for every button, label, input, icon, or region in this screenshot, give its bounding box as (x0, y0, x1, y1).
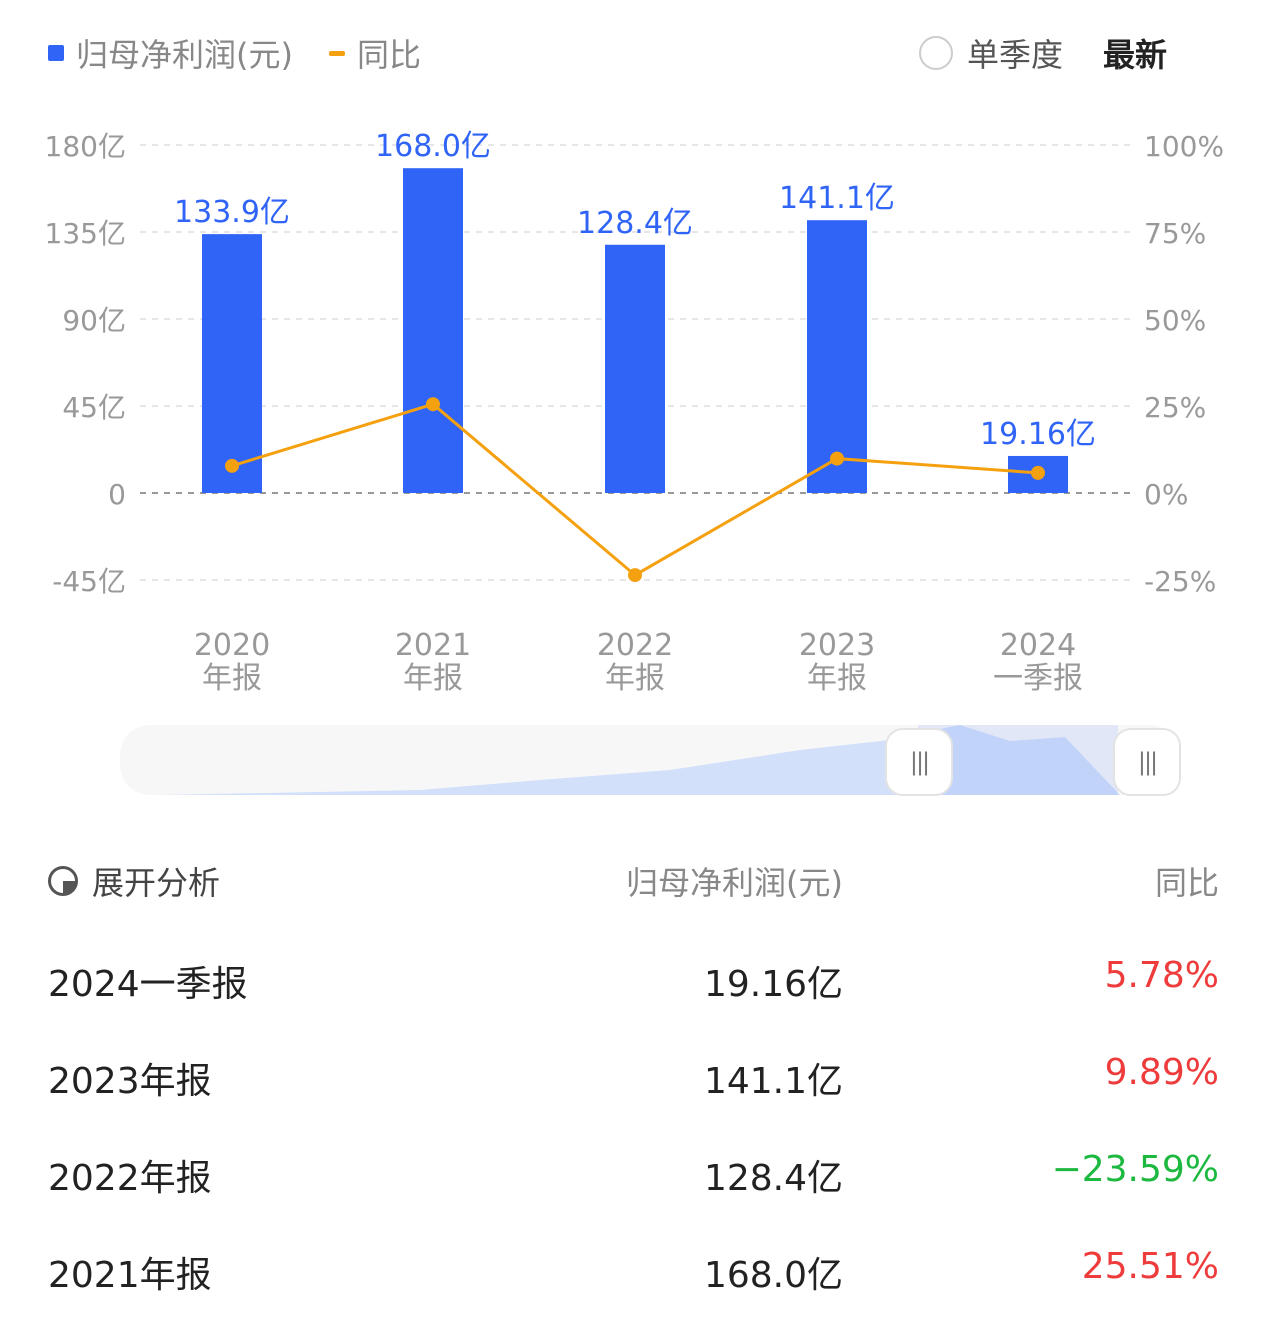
x-tick-type: 年报 (605, 661, 665, 696)
bar[interactable] (605, 244, 665, 493)
quarter-radio[interactable] (918, 36, 953, 70)
y-right-tick: 50% (1144, 304, 1206, 337)
line-legend-label[interactable]: 同比 (356, 36, 421, 74)
x-tick-year: 2020 (194, 628, 270, 663)
row-value: 19.16亿 (703, 964, 843, 1005)
yoy-point[interactable] (1031, 465, 1045, 480)
bar-data-label: 128.4亿 (577, 206, 693, 241)
y-left-tick: 135亿 (45, 217, 126, 250)
bar-data-label: 141.1亿 (779, 181, 895, 216)
row-yoy: 25.51% (1081, 1246, 1219, 1287)
row-value: 141.1亿 (703, 1061, 843, 1102)
expand-analysis-label: 展开分析 (92, 864, 221, 902)
x-tick-year: 2022 (597, 628, 673, 663)
pie-chart-icon (48, 866, 78, 896)
bar-legend-label[interactable]: 归母净利润(元) (76, 36, 293, 74)
bar[interactable] (202, 234, 262, 494)
slider-handle-right[interactable]: ||| (1113, 728, 1181, 796)
yoy-point[interactable] (225, 458, 239, 473)
bar[interactable] (807, 220, 867, 493)
chart: 180亿 100% 135亿 75% 90亿 50% 45亿 25% 0 0% -45亿 -25% 13… (45, 129, 1225, 696)
y-right-tick: 75% (1144, 217, 1206, 250)
row-period: 2021年报 (48, 1255, 212, 1296)
chart-controls: 单季度 最新 (918, 30, 1167, 76)
x-tick-type: 一季报 (993, 661, 1083, 696)
range-slider[interactable] (120, 725, 1180, 795)
bar-data-label: 168.0亿 (375, 129, 491, 164)
header-net-profit: 归母净利润(元) (626, 864, 843, 902)
chart-legend: 归母净利润(元) 同比 (48, 30, 421, 76)
bar-data-label: 19.16亿 (980, 417, 1096, 452)
bar-data-label: 133.9亿 (174, 195, 290, 230)
y-right-tick: -25% (1144, 565, 1216, 598)
bar-legend-swatch (48, 45, 64, 61)
y-left-tick: 45亿 (62, 391, 126, 424)
row-period: 2024一季报 (48, 964, 248, 1005)
table-row[interactable]: 2022年报 128.4亿 −23.59% (48, 1149, 1219, 1209)
quarter-label[interactable]: 单季度 (966, 36, 1063, 74)
y-right-tick: 25% (1144, 391, 1206, 424)
x-tick-type: 年报 (403, 661, 463, 696)
x-tick-year: 2021 (395, 628, 471, 663)
latest-button[interactable]: 最新 (1102, 36, 1167, 74)
bar[interactable] (403, 168, 463, 493)
y-left-tick: -45亿 (52, 565, 126, 598)
y-right-tick: 0% (1144, 478, 1188, 511)
y-left-tick: 180亿 (45, 130, 126, 163)
table-row[interactable]: 2021年报 168.0亿 25.51% (48, 1246, 1219, 1306)
x-tick-type: 年报 (807, 661, 867, 696)
table-header: 展开分析 归母净利润(元) 同比 (48, 858, 1219, 908)
x-tick-type: 年报 (202, 661, 262, 696)
yoy-point[interactable] (830, 451, 844, 466)
row-yoy: 9.89% (1104, 1052, 1219, 1093)
y-right-tick: 100% (1144, 130, 1224, 163)
row-value: 168.0亿 (703, 1255, 843, 1296)
table-row[interactable]: 2023年报 141.1亿 9.89% (48, 1052, 1219, 1112)
row-value: 128.4亿 (703, 1158, 843, 1199)
x-tick-year: 2024 (1000, 628, 1076, 663)
yoy-point[interactable] (426, 397, 440, 412)
table-row[interactable]: 2024一季报 19.16亿 5.78% (48, 955, 1219, 1015)
slider-preview (160, 725, 1120, 795)
x-tick-year: 2023 (799, 628, 875, 663)
header-yoy: 同比 (1154, 864, 1219, 902)
y-left-tick: 90亿 (62, 304, 126, 337)
row-yoy: −23.59% (1051, 1149, 1219, 1190)
line-legend-swatch (328, 50, 345, 56)
yoy-point[interactable] (628, 568, 642, 583)
slider-handle-left[interactable]: ||| (885, 728, 953, 796)
row-period: 2023年报 (48, 1061, 212, 1102)
y-left-tick: 0 (108, 478, 126, 511)
row-yoy: 5.78% (1104, 955, 1219, 996)
expand-analysis-button[interactable]: 展开分析 (48, 858, 220, 904)
row-period: 2022年报 (48, 1158, 212, 1199)
